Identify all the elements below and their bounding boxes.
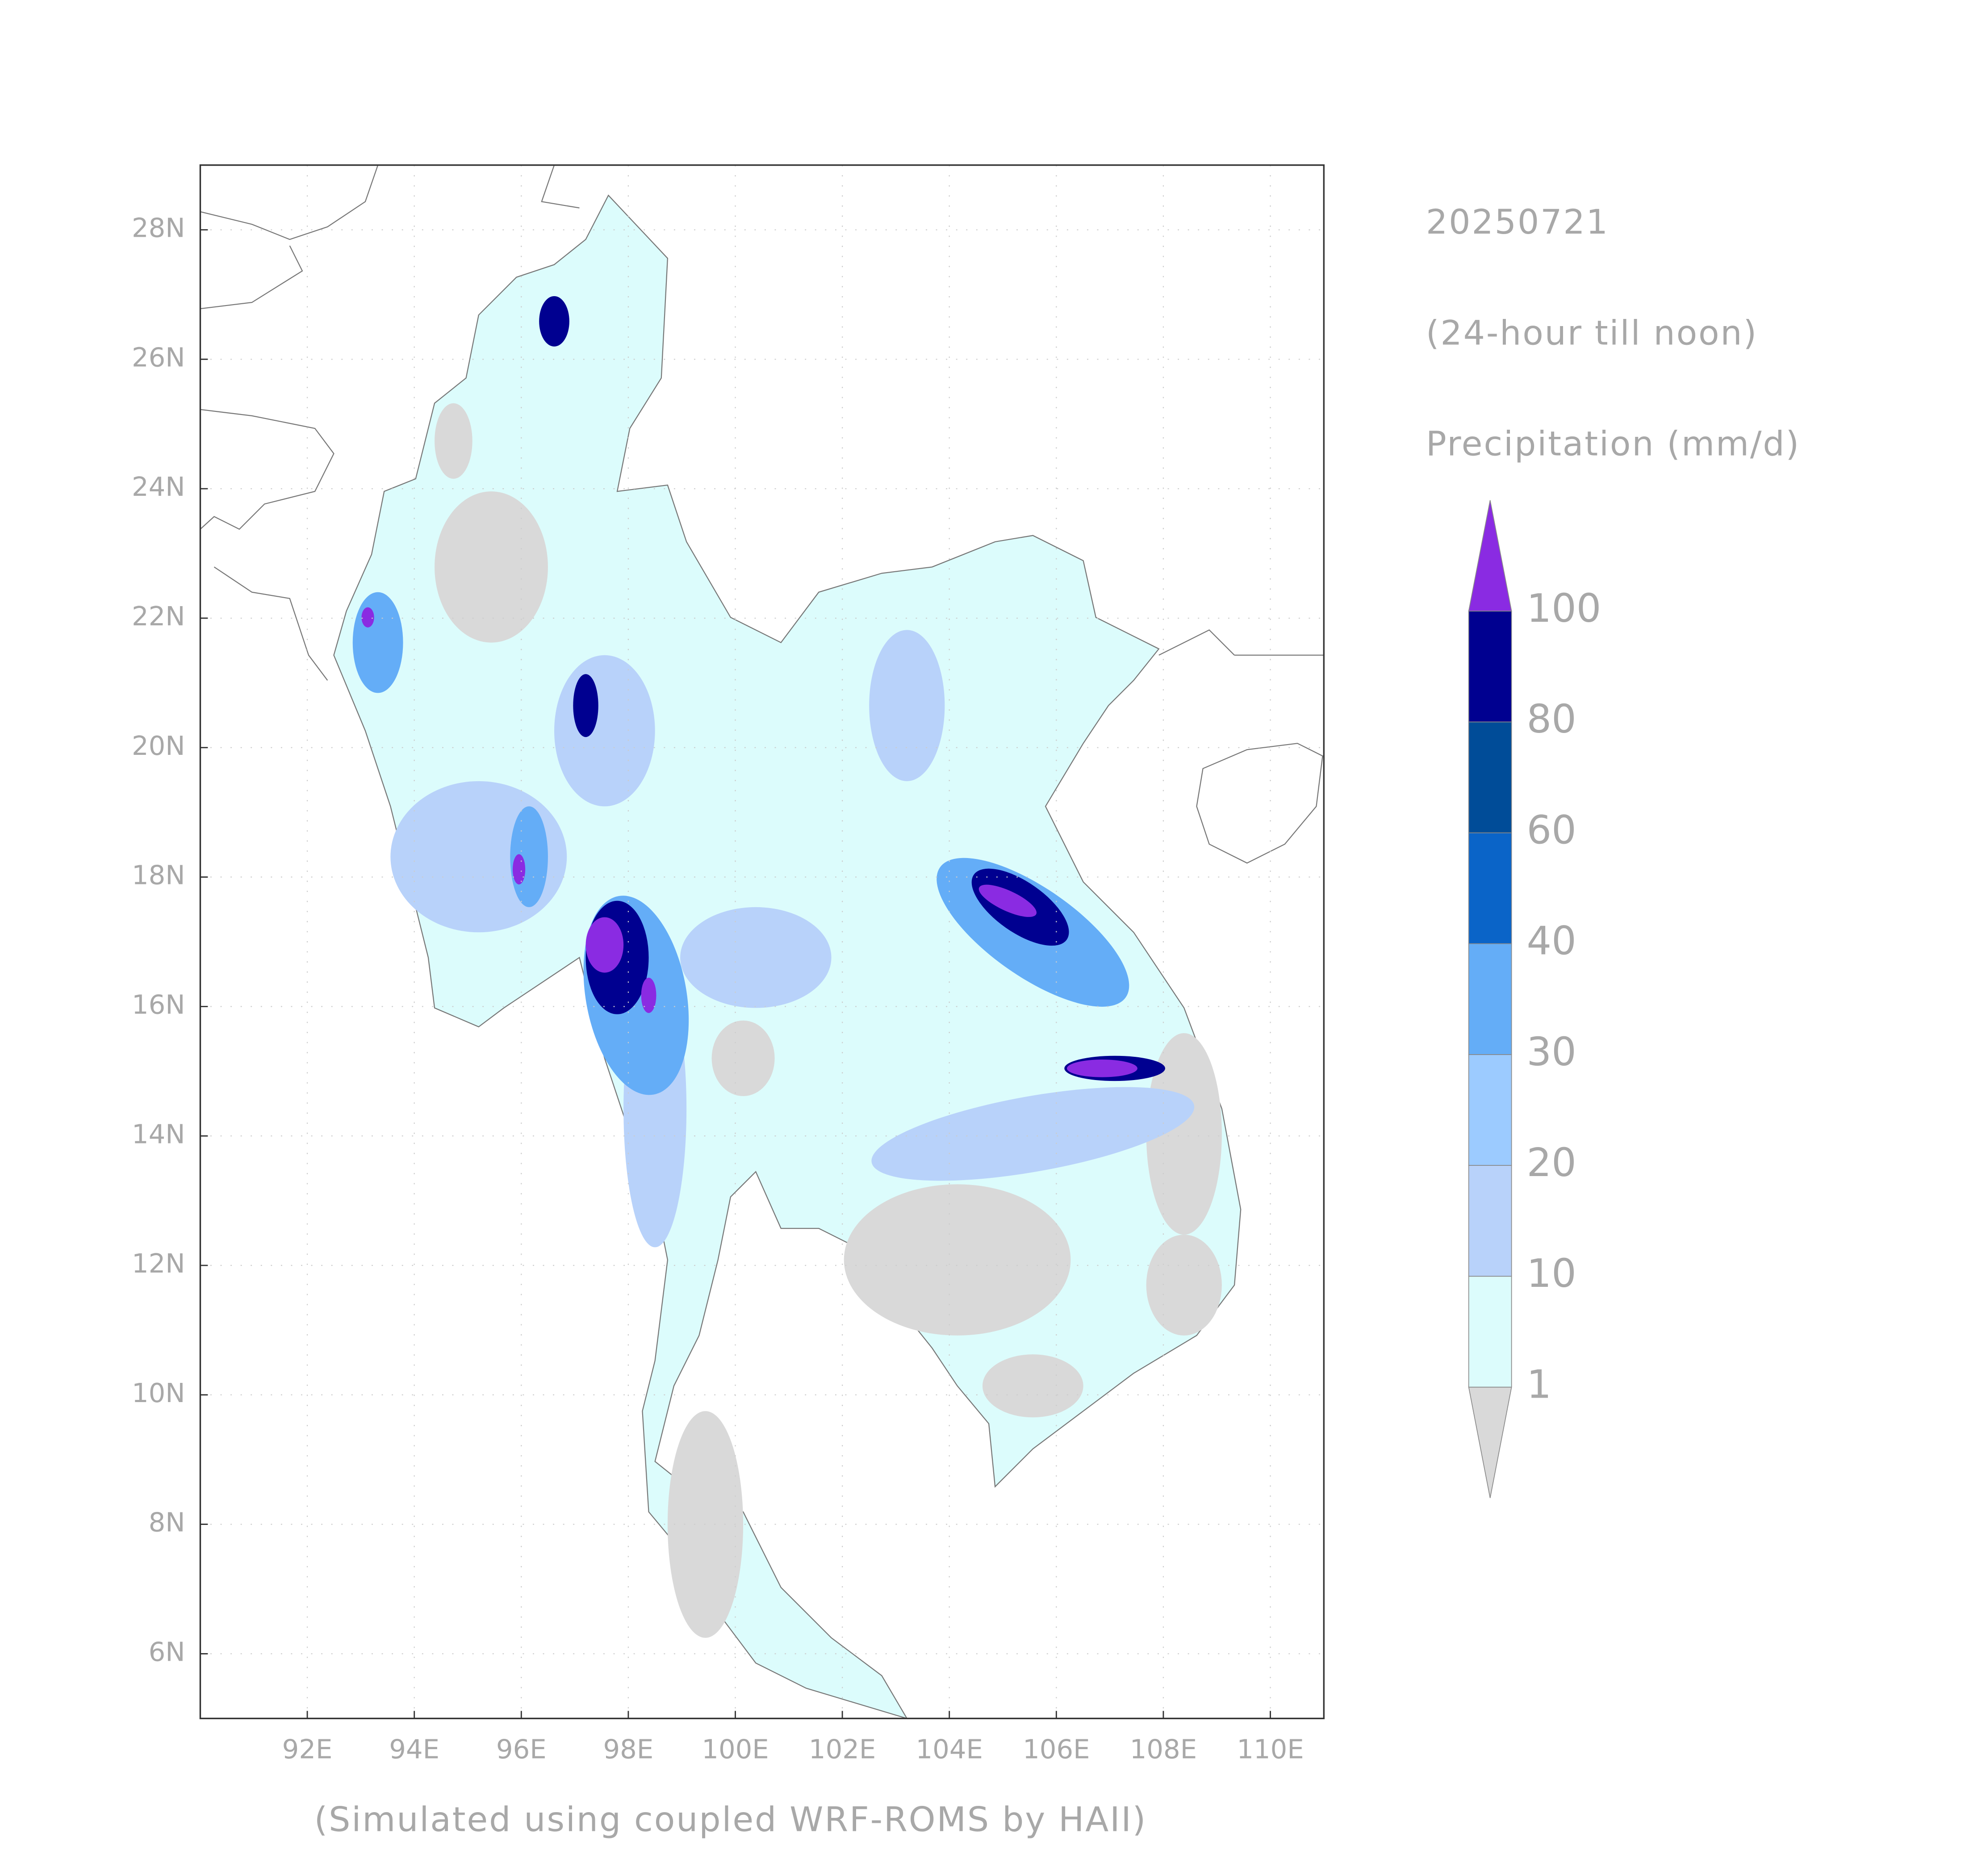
date-label: 20250721 bbox=[1426, 202, 1609, 242]
colorbar-over bbox=[1468, 500, 1512, 611]
period-label: (24-hour till noon) bbox=[1426, 313, 1758, 352]
y-tick-label: 28N bbox=[132, 213, 185, 243]
y-tick-label: 16N bbox=[132, 989, 185, 1020]
y-tick-label: 14N bbox=[132, 1118, 185, 1149]
y-tick-label: 20N bbox=[132, 730, 185, 761]
colorbar-label: 30 bbox=[1526, 1029, 1576, 1075]
colorbar-segment bbox=[1468, 832, 1512, 944]
coastline bbox=[1158, 629, 1324, 864]
x-tick-label: 100E bbox=[702, 1734, 769, 1765]
colorbar-segment bbox=[1468, 721, 1512, 833]
y-tick-label: 24N bbox=[132, 471, 185, 502]
y-tick-label: 22N bbox=[132, 601, 185, 632]
colorbar-label: 100 bbox=[1526, 586, 1601, 631]
y-tick-label: 18N bbox=[132, 860, 185, 891]
x-tick-label: 94E bbox=[389, 1734, 439, 1765]
x-tick-label: 110E bbox=[1237, 1734, 1304, 1765]
colorbar-label: 10 bbox=[1526, 1251, 1576, 1296]
x-tick-label: 102E bbox=[809, 1734, 876, 1765]
colorbar-segment bbox=[1468, 611, 1512, 723]
colorbar-label: 60 bbox=[1526, 807, 1576, 853]
y-tick-label: 6N bbox=[149, 1637, 185, 1667]
x-tick-label: 108E bbox=[1130, 1734, 1197, 1765]
plot-frame bbox=[199, 164, 1325, 1719]
y-tick-label: 12N bbox=[132, 1248, 185, 1279]
colorbar-segment bbox=[1468, 1165, 1512, 1277]
colorbar-label: 1 bbox=[1526, 1361, 1551, 1407]
x-tick-label: 96E bbox=[496, 1734, 547, 1765]
grid: 92E 94E 96E 98E 100E 102E 104E 106E 108E 110E 6N 8N… bbox=[132, 165, 1324, 1765]
coastline bbox=[200, 165, 580, 681]
colorbar-label: 80 bbox=[1526, 696, 1576, 742]
variable-label: Precipitation (mm/d) bbox=[1426, 424, 1800, 464]
x-tick-label: 106E bbox=[1023, 1734, 1090, 1765]
x-tick-label: 98E bbox=[603, 1734, 654, 1765]
y-tick-label: 10N bbox=[132, 1378, 185, 1408]
x-tick-label: 92E bbox=[282, 1734, 333, 1765]
footer: (Simulated using coupled WRF-ROMS by HAI… bbox=[314, 1800, 1147, 1839]
colorbar-label: 20 bbox=[1526, 1140, 1576, 1185]
colorbar-segment bbox=[1468, 1276, 1512, 1388]
y-tick-label: 8N bbox=[149, 1507, 185, 1538]
colorbar-segment bbox=[1468, 1054, 1512, 1166]
colorbar-label: 40 bbox=[1526, 918, 1576, 964]
y-tick-label: 26N bbox=[132, 342, 185, 373]
extreme-rain-areas bbox=[361, 607, 1137, 1077]
colorbar-segment bbox=[1468, 943, 1512, 1055]
x-tick-label: 104E bbox=[916, 1734, 983, 1765]
colorbar: 1 10 20 30 40 60 80 100 bbox=[1468, 500, 1601, 1498]
